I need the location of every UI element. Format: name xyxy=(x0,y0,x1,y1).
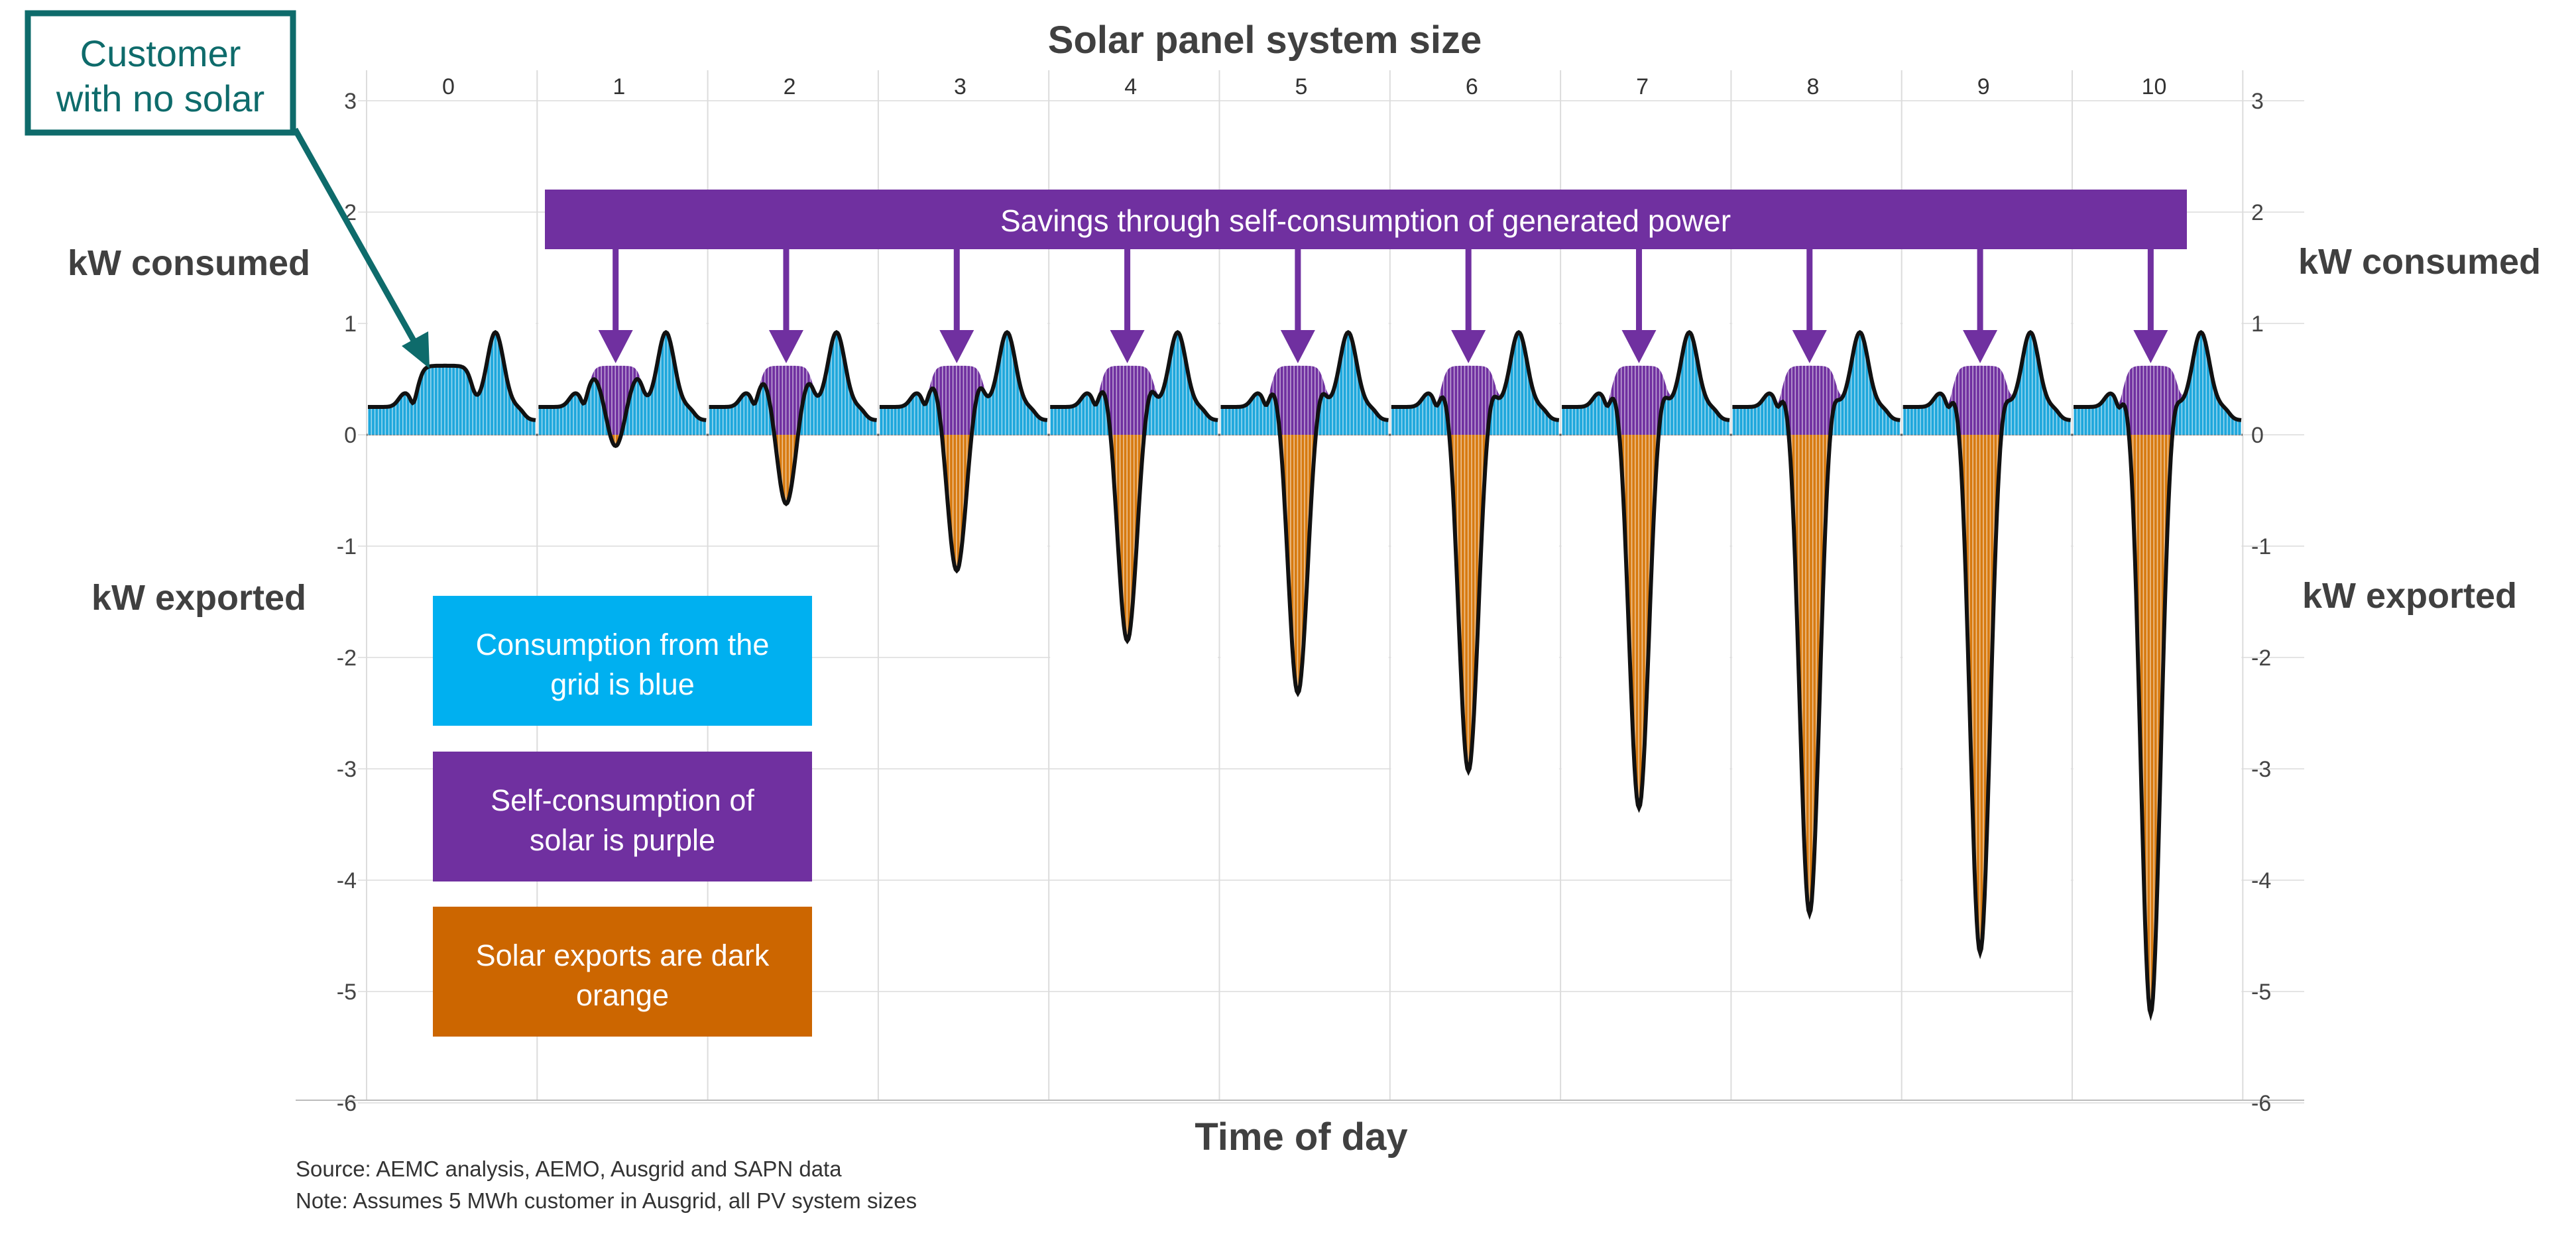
callout-box xyxy=(25,10,296,136)
callout-arrow xyxy=(292,127,422,352)
legend-text-self: Self-consumption of solar is purple xyxy=(491,783,754,857)
panel-0: 0 xyxy=(367,74,536,457)
chart-title: Solar panel system size xyxy=(1048,19,1482,62)
legend-box-self xyxy=(433,752,812,881)
savings-banner-text: Savings through self-consumption of gene… xyxy=(1000,203,1731,238)
assumption-note: Note: Assumes 5 MWh customer in Ausgrid,… xyxy=(296,1188,917,1213)
net-load-line xyxy=(1220,329,1389,698)
savings-arrow xyxy=(1280,249,1315,363)
savings-arrow xyxy=(1621,249,1657,363)
panel-9: 9 xyxy=(1902,74,2072,975)
ylabel-top-left: kW consumed xyxy=(68,243,310,283)
panel-label: 5 xyxy=(1295,74,1308,99)
savings-arrow xyxy=(1792,249,1827,363)
no-solar-callout: Customer with no solar xyxy=(25,10,430,369)
ylabel-bottom-right: kW exported xyxy=(2302,576,2517,616)
y-tick-left: 1 xyxy=(344,312,357,337)
y-tick-left: -3 xyxy=(337,757,357,782)
y-tick-right: -1 xyxy=(2251,534,2271,559)
panel-1: 1 xyxy=(538,74,707,469)
callout-text: Customer with no solar xyxy=(56,32,264,119)
panel-label: 3 xyxy=(954,74,966,99)
panel-6: 6 xyxy=(1391,74,1560,793)
savings-arrow xyxy=(939,249,974,363)
panel-5: 5 xyxy=(1220,74,1389,716)
callout-arrowhead xyxy=(402,331,430,369)
y-tick-right: -5 xyxy=(2251,980,2271,1005)
y-tick-left: -1 xyxy=(337,534,357,559)
panel-label: 2 xyxy=(784,74,796,99)
panel-label: 6 xyxy=(1466,74,1478,99)
panel-7: 7 xyxy=(1561,74,1730,830)
y-tick-right: 2 xyxy=(2251,200,2264,225)
panel-label: 8 xyxy=(1806,74,1819,99)
y-axis-ticks: 3 32 21 10 0-1 -1-2 -2-3 -3-4 -4-5 -5-6 -6 xyxy=(337,89,2271,1116)
net-load-line xyxy=(1391,329,1560,776)
panel-4: 4 xyxy=(1049,74,1218,663)
net-load-line xyxy=(368,329,536,422)
legend-box-grid xyxy=(433,596,812,726)
savings-banner xyxy=(545,190,2187,249)
source-note: Source: AEMC analysis, AEMO, Ausgrid and… xyxy=(296,1157,842,1181)
y-tick-left: -5 xyxy=(337,980,357,1005)
x-axis-label: Time of day xyxy=(1195,1115,1407,1159)
net-load-line xyxy=(2074,329,2242,1021)
savings-arrow xyxy=(2133,249,2168,363)
self-consumption-arrows xyxy=(598,249,2168,363)
y-tick-right: -2 xyxy=(2251,646,2271,671)
panels: 0 1 2 3 4 5 6 7 8 9 10 xyxy=(367,74,2242,1037)
panel-label: 1 xyxy=(613,74,625,99)
net-load-line xyxy=(1562,329,1730,813)
panel-label: 0 xyxy=(442,74,455,99)
ylabel-top-right: kW consumed xyxy=(2298,242,2541,282)
y-tick-right: 1 xyxy=(2251,312,2264,337)
net-load-line xyxy=(1050,329,1218,645)
panel-label: 7 xyxy=(1636,74,1649,99)
panel-8: 8 xyxy=(1731,74,1901,936)
net-load-line xyxy=(538,329,707,449)
y-tick-right: 0 xyxy=(2251,423,2264,448)
panel-label: 9 xyxy=(1977,74,1990,99)
net-load-line xyxy=(1732,329,1901,920)
legend-text-export: Solar exports are dark orange xyxy=(476,938,770,1012)
y-tick-right: 3 xyxy=(2251,89,2264,114)
panel-label: 10 xyxy=(2142,74,2167,99)
legend-box-export xyxy=(433,907,812,1037)
y-tick-left: 3 xyxy=(344,89,357,114)
panel-2: 2 xyxy=(708,74,878,526)
panel-3: 3 xyxy=(879,74,1048,593)
savings-arrow xyxy=(1963,249,1998,363)
legend-text-grid: Consumption from the grid is blue xyxy=(476,628,770,701)
y-tick-left: 0 xyxy=(344,423,357,448)
savings-arrow xyxy=(598,249,633,363)
ylabel-bottom-left: kW exported xyxy=(91,578,306,618)
y-tick-left: -4 xyxy=(337,868,357,893)
net-load-line xyxy=(1903,329,2072,960)
y-tick-right: -4 xyxy=(2251,868,2271,893)
net-load-line xyxy=(709,329,877,506)
y-tick-right: -6 xyxy=(2251,1091,2271,1116)
panel-10: 10 xyxy=(2073,74,2242,1037)
y-tick-left: -2 xyxy=(337,646,357,671)
legend: Consumption from the grid is blue Self-co… xyxy=(433,596,812,1037)
savings-arrow xyxy=(768,249,803,363)
savings-arrow xyxy=(1451,249,1486,363)
net-load-line xyxy=(879,329,1048,574)
y-tick-left: -6 xyxy=(337,1091,357,1116)
panel-label: 4 xyxy=(1124,74,1137,99)
y-tick-right: -3 xyxy=(2251,757,2271,782)
savings-arrow xyxy=(1110,249,1145,363)
